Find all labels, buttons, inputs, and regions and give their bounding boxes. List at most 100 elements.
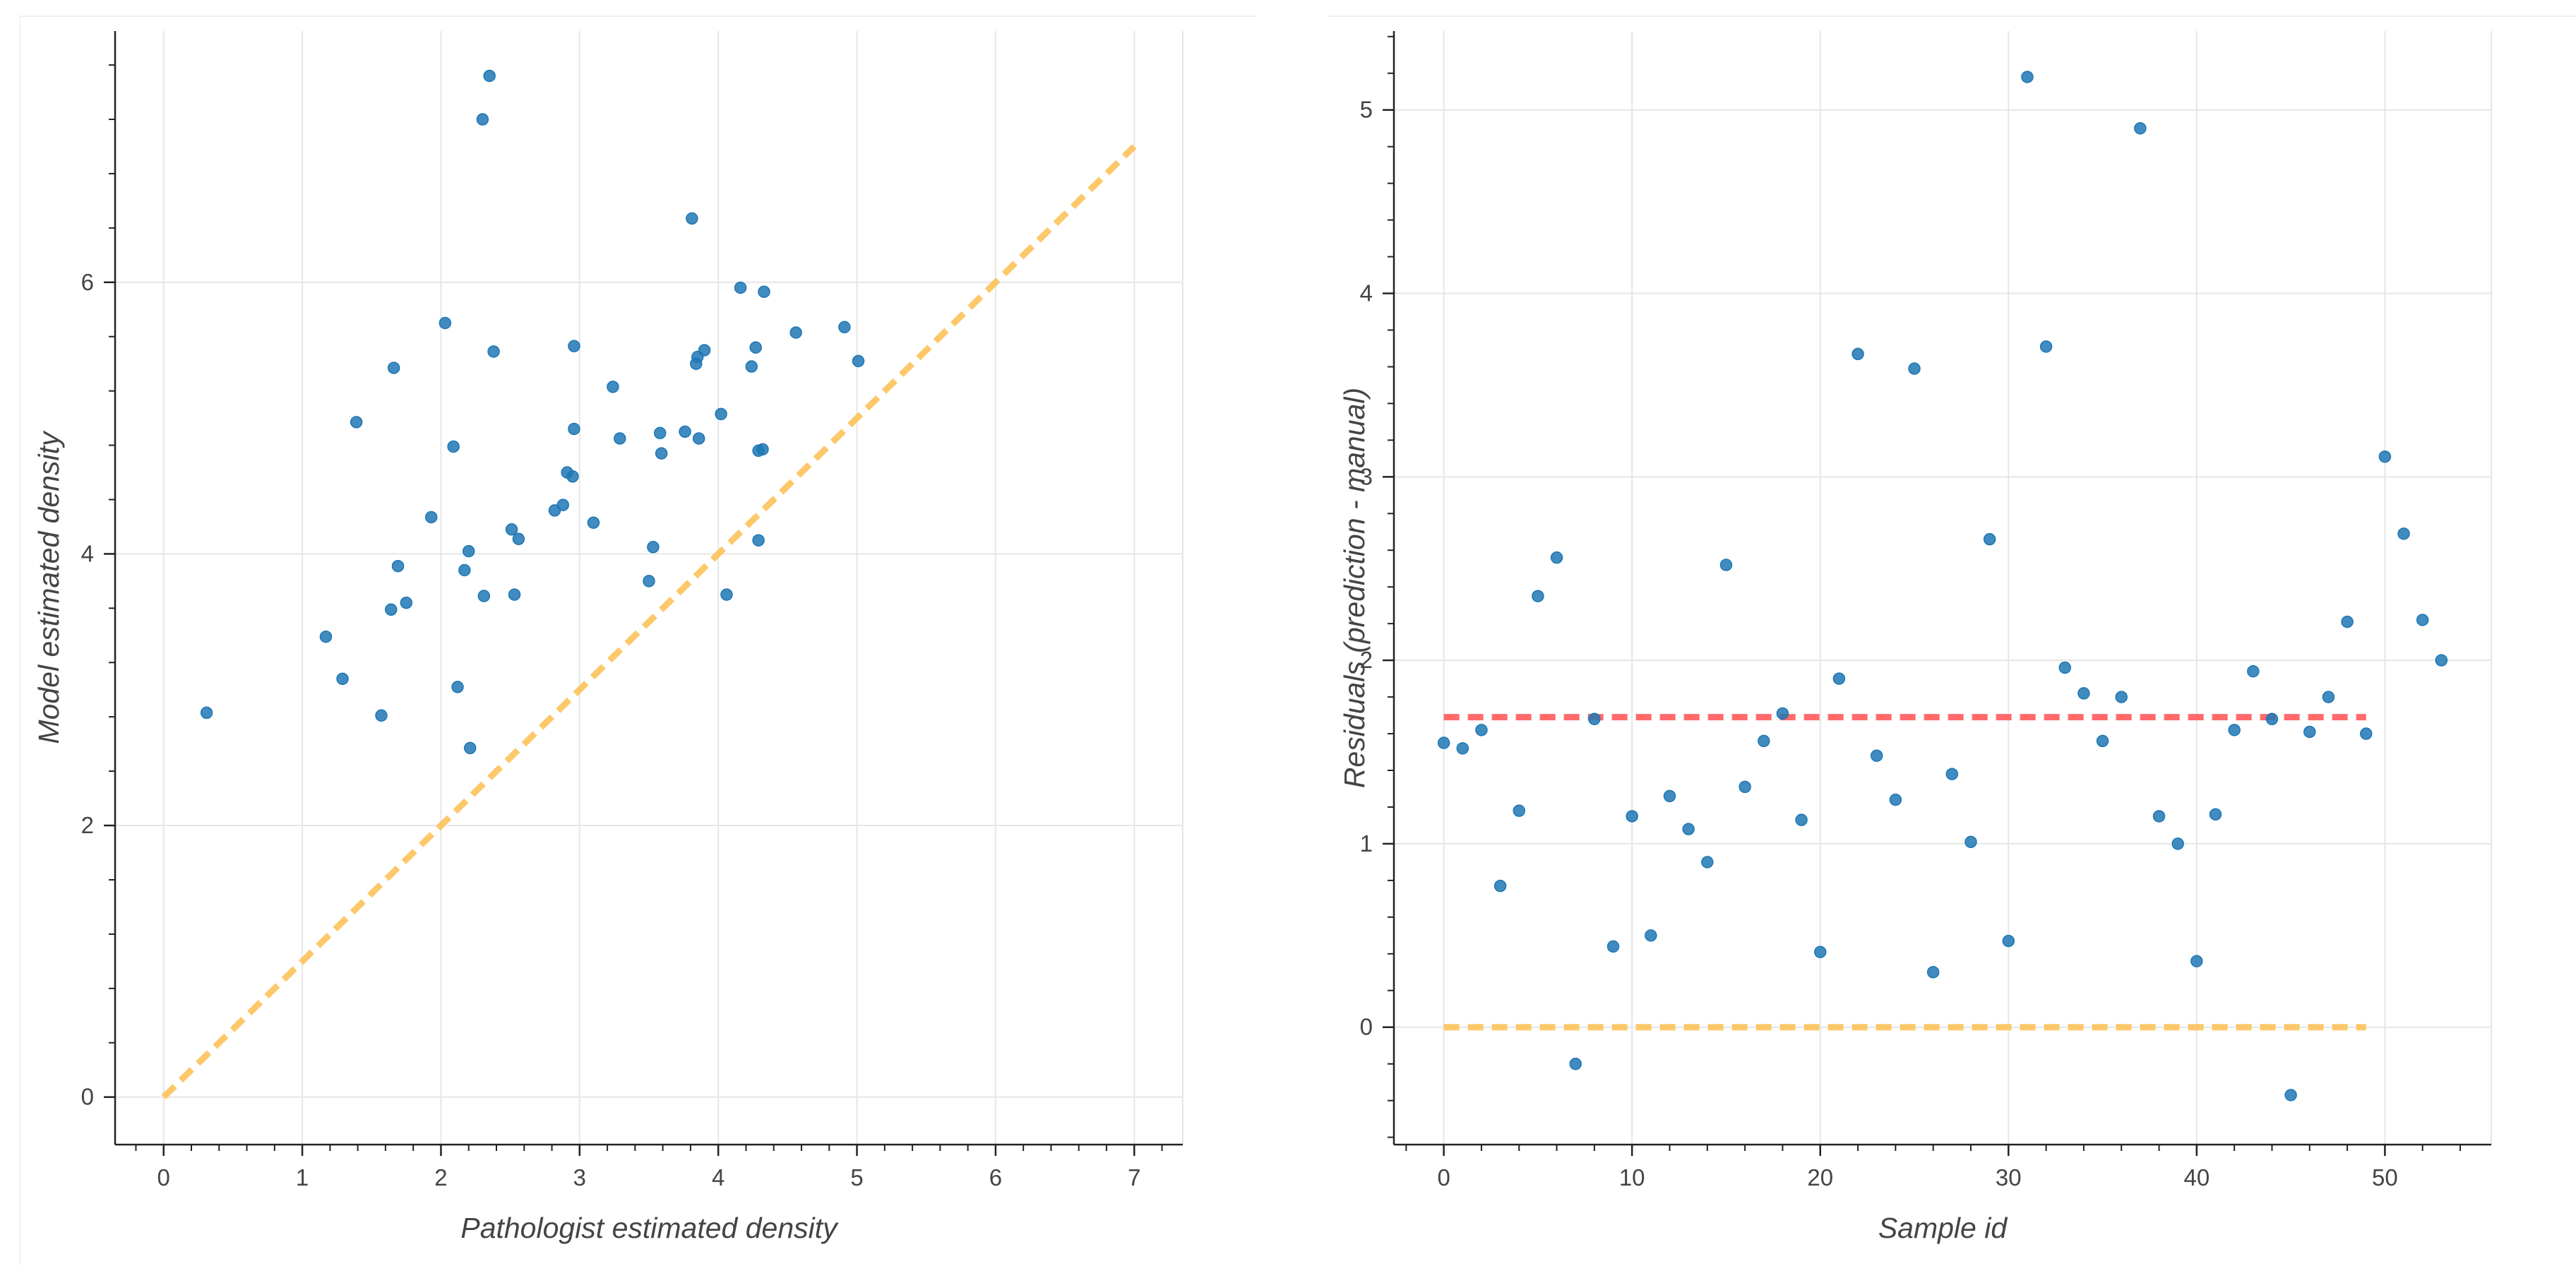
data-point xyxy=(1701,856,1714,869)
data-point xyxy=(720,588,733,601)
grid xyxy=(1394,31,2492,1145)
data-point xyxy=(789,326,802,339)
x-tick-label: 4 xyxy=(712,1164,724,1191)
data-point xyxy=(698,344,711,357)
data-point xyxy=(1758,734,1770,748)
data-point xyxy=(2341,615,2354,628)
x-tick-label: 0 xyxy=(157,1164,170,1191)
data-point xyxy=(715,407,727,421)
x-tick-label: 3 xyxy=(573,1164,586,1191)
data-point xyxy=(424,511,438,524)
data-point xyxy=(2115,691,2128,703)
y-axis-title: Residuals (prediction - manual) xyxy=(1338,388,1371,788)
data-point xyxy=(477,590,491,602)
data-point xyxy=(1475,724,1488,736)
data-point xyxy=(1908,362,1921,375)
data-point xyxy=(1606,940,1620,953)
data-points xyxy=(200,69,865,755)
data-point xyxy=(458,563,471,577)
data-point xyxy=(1739,780,1751,794)
data-point xyxy=(614,432,626,445)
data-point xyxy=(1493,879,1507,893)
data-point xyxy=(1645,929,1657,942)
data-point xyxy=(587,516,600,529)
data-point xyxy=(462,544,475,558)
data-point xyxy=(1889,793,1902,806)
x-tick-label: 0 xyxy=(1437,1164,1450,1191)
data-point xyxy=(2058,661,2072,674)
data-point xyxy=(1532,590,1544,602)
data-point xyxy=(568,422,580,436)
data-point xyxy=(2303,725,2316,739)
y-tick-label: 5 xyxy=(1360,97,1373,123)
data-point xyxy=(400,596,413,609)
data-point xyxy=(1945,768,1959,780)
grid xyxy=(115,31,1183,1145)
data-point xyxy=(439,316,452,330)
data-point xyxy=(2247,664,2260,678)
data-point xyxy=(483,69,496,83)
y-tick-label: 4 xyxy=(81,540,94,566)
data-point xyxy=(643,575,655,587)
data-point xyxy=(2265,712,2279,726)
y-tick-label: 0 xyxy=(81,1084,94,1110)
data-point xyxy=(1926,966,1940,979)
data-point xyxy=(447,440,460,453)
data-point xyxy=(451,681,464,693)
data-point xyxy=(1719,559,1733,571)
x-axis-title: Sample id xyxy=(1878,1212,2008,1244)
data-point xyxy=(1456,742,1469,755)
data-point xyxy=(1550,551,1563,564)
data-point xyxy=(512,532,525,546)
x-tick-label: 20 xyxy=(1807,1164,1833,1191)
data-point xyxy=(1964,835,1977,849)
data-point xyxy=(391,559,405,573)
data-point xyxy=(2378,450,2392,463)
data-point xyxy=(2002,934,2015,948)
data-point xyxy=(1513,804,1526,817)
data-point xyxy=(566,470,579,483)
data-points xyxy=(1437,71,2448,1102)
data-point xyxy=(749,341,762,354)
data-point xyxy=(1626,810,1638,823)
data-point xyxy=(647,541,660,554)
y-tick-label: 6 xyxy=(81,269,94,295)
data-point xyxy=(1663,789,1676,803)
data-point xyxy=(2435,654,2448,667)
data-point xyxy=(2209,808,2222,821)
data-point xyxy=(1682,823,1695,835)
data-point xyxy=(2228,724,2241,736)
data-point xyxy=(2190,955,2203,967)
axes: 0 10 20 30 40 50 0 1 2 3 4 5 xyxy=(1360,31,2491,1191)
data-point xyxy=(375,709,388,722)
x-tick-label: 40 xyxy=(2183,1164,2210,1191)
data-point xyxy=(350,416,363,429)
residuals-plot: 0 10 20 30 40 50 0 1 2 3 4 5 Sample id Residuals (pre… xyxy=(1338,31,2492,1244)
y-axis-title: Model estimated density xyxy=(32,430,65,744)
y-tick-label: 4 xyxy=(1360,280,1373,306)
data-point xyxy=(2322,691,2335,703)
density-comparison-plot: 0 1 2 3 4 5 6 7 0 2 4 6 Pathologist estimated densit… xyxy=(32,31,1183,1244)
data-point xyxy=(692,432,705,445)
data-point xyxy=(607,381,619,393)
x-axis-title: Pathologist estimated density xyxy=(460,1212,839,1244)
data-point xyxy=(2039,340,2053,353)
left-panel-edge xyxy=(19,16,20,1265)
data-point xyxy=(1832,672,1846,685)
data-point xyxy=(336,672,349,686)
data-point xyxy=(568,340,580,352)
data-point xyxy=(734,281,747,294)
data-point xyxy=(2284,1089,2297,1102)
identity-line xyxy=(161,144,1137,1099)
data-point xyxy=(1588,712,1601,726)
x-tick-label: 1 xyxy=(296,1164,309,1191)
x-tick-label: 5 xyxy=(850,1164,863,1191)
data-point xyxy=(505,523,518,536)
x-tick-label: 6 xyxy=(989,1164,1002,1191)
data-point xyxy=(838,321,851,334)
data-point xyxy=(1569,1057,1582,1070)
data-point xyxy=(752,534,765,547)
data-point xyxy=(487,345,500,358)
data-point xyxy=(2171,837,2184,850)
